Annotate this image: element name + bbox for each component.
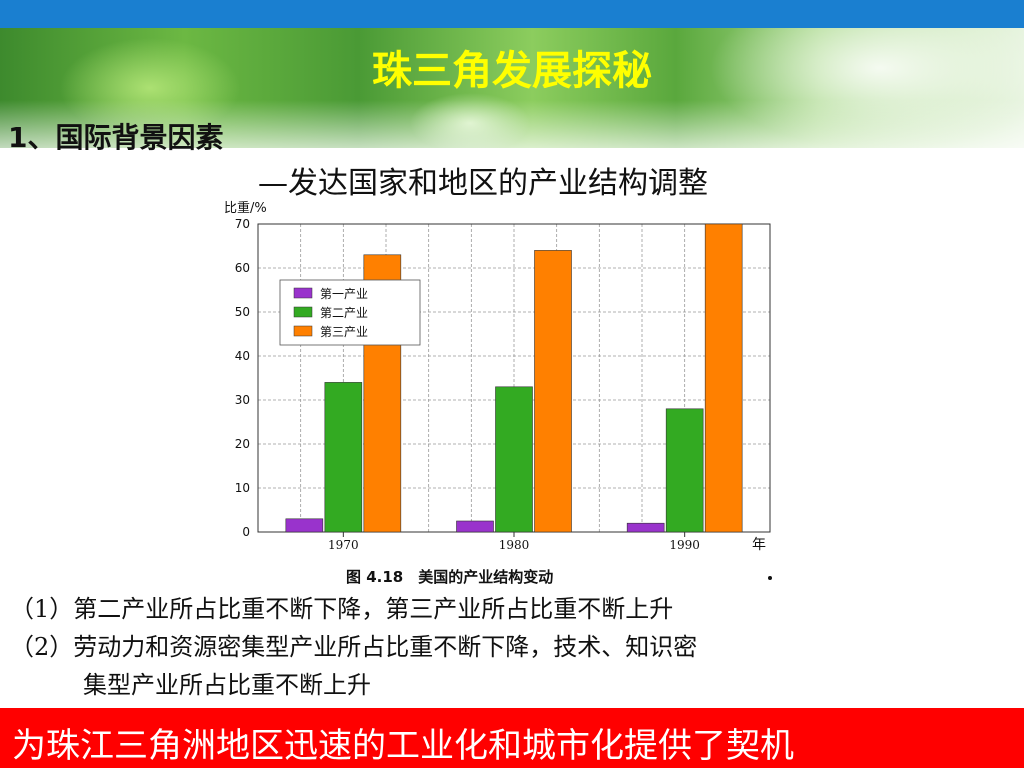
y-tick-label: 70 xyxy=(235,217,250,231)
conclusion-text: 为珠江三角洲地区迅速的工业化和城市化提供了契机 xyxy=(12,726,794,766)
chart-bars xyxy=(285,223,743,533)
y-tick-label: 0 xyxy=(242,525,250,539)
banner-fade xyxy=(0,100,1024,170)
y-tick-label: 40 xyxy=(235,349,250,363)
x-axis-label: 年 xyxy=(752,537,766,553)
key-points: （1）第二产业所占比重不断下降，第三产业所占比重不断上升 （2）劳动力和资源密集… xyxy=(10,590,697,704)
bar-1990-series-3 xyxy=(704,223,743,533)
slide-title: 珠三角发展探秘 xyxy=(372,48,652,94)
legend-swatch-1 xyxy=(293,287,313,299)
bar-1990-series-2 xyxy=(665,408,704,533)
bar-1970-series-1 xyxy=(285,518,324,533)
legend-label-3: 第三产业 xyxy=(320,325,368,339)
chart-caption: 图 4.18 美国的产业结构变动 xyxy=(346,568,553,586)
y-axis-label: 比重/% xyxy=(224,200,267,216)
bar-1980-series-3 xyxy=(534,250,572,533)
stray-dot xyxy=(768,576,772,580)
x-tick-label-1980: 1980 xyxy=(499,538,530,552)
industry-structure-chart: 0 10 20 30 40 50 60 70 1970 1980 1990 第一产业第二产业第三产业… xyxy=(224,200,771,586)
x-tick-label-1970: 1970 xyxy=(328,538,359,552)
section-subheading: —发达国家和地区的产业结构调整 xyxy=(258,166,708,201)
bar-1970-series-2 xyxy=(324,382,363,533)
y-tick-label: 60 xyxy=(235,261,250,275)
point-2-continued: 集型产业所占比重不断上升 xyxy=(83,671,371,699)
y-tick-label: 50 xyxy=(235,305,250,319)
section-heading: 1、国际背景因素 xyxy=(8,121,224,154)
y-tick-label: 10 xyxy=(235,481,250,495)
y-tick-label: 30 xyxy=(235,393,250,407)
bar-1990-series-1 xyxy=(626,522,665,533)
bar-1980-series-2 xyxy=(495,386,533,533)
bar-1980-series-1 xyxy=(456,520,494,533)
point-1: （1）第二产业所占比重不断下降，第三产业所占比重不断上升 xyxy=(10,595,674,623)
point-2: （2）劳动力和资源密集型产业所占比重不断下降，技术、知识密 xyxy=(10,633,698,661)
legend-label-2: 第二产业 xyxy=(320,306,368,320)
legend-label-1: 第一产业 xyxy=(320,287,368,301)
legend-swatch-2 xyxy=(293,306,313,318)
top-bar xyxy=(0,0,1024,28)
legend-swatch-3 xyxy=(293,325,313,337)
chart-ticks: 0 10 20 30 40 50 60 70 1970 1980 1990 xyxy=(235,217,700,552)
y-tick-label: 20 xyxy=(235,437,250,451)
x-tick-label-1990: 1990 xyxy=(669,538,700,552)
conclusion-bar: 为珠江三角洲地区迅速的工业化和城市化提供了契机 xyxy=(0,708,1024,768)
